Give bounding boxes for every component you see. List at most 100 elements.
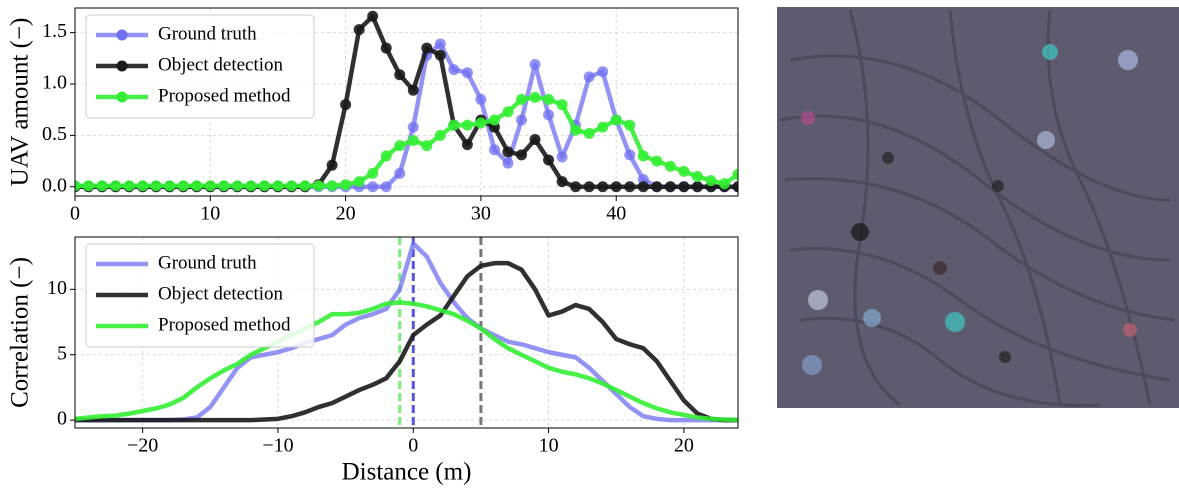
series-marker xyxy=(421,42,433,54)
y-tick-label: 5 xyxy=(57,342,67,364)
series-marker xyxy=(651,181,663,193)
series-marker xyxy=(285,180,297,192)
legend-box xyxy=(85,243,315,348)
drone xyxy=(992,180,1004,192)
series-marker xyxy=(583,71,595,83)
series-marker xyxy=(583,127,595,139)
legend-label: Object detection xyxy=(158,283,284,304)
series-marker xyxy=(380,181,392,193)
series-marker xyxy=(691,181,703,193)
y-tick-label: 1.5 xyxy=(42,20,67,42)
series-marker xyxy=(83,180,95,192)
series-marker xyxy=(543,154,555,166)
series-marker xyxy=(718,178,730,190)
x-tick-label: −20 xyxy=(127,435,158,457)
legend-label: Proposed method xyxy=(158,314,291,335)
series-marker xyxy=(407,84,419,96)
series-marker xyxy=(272,180,284,192)
legend-box xyxy=(85,14,315,119)
x-tick-label: 20 xyxy=(336,203,356,225)
series-marker xyxy=(380,42,392,54)
drone xyxy=(882,152,894,164)
x-tick-label: 20 xyxy=(674,435,694,457)
series-marker xyxy=(624,119,636,131)
series-line xyxy=(75,260,738,423)
series-marker xyxy=(434,38,446,50)
x-tick-label: −10 xyxy=(262,435,293,457)
series-marker xyxy=(367,167,379,179)
uav-photo xyxy=(777,7,1179,408)
x-tick-label: 30 xyxy=(471,203,491,225)
series-marker xyxy=(475,93,487,105)
series-marker xyxy=(204,180,216,192)
x-tick-label: 0 xyxy=(70,203,80,225)
y-tick-label: 0.5 xyxy=(42,123,67,145)
series-marker xyxy=(75,180,81,192)
series-marker xyxy=(461,67,473,79)
y-tick-label: 0.0 xyxy=(42,174,67,196)
series-marker xyxy=(529,59,541,71)
legend-label: Object detection xyxy=(158,54,284,75)
series-marker xyxy=(258,180,270,192)
drone xyxy=(1118,50,1138,70)
series-marker xyxy=(191,180,203,192)
drone xyxy=(851,223,869,241)
series-marker xyxy=(624,181,636,193)
drone xyxy=(801,111,815,125)
series-marker xyxy=(597,66,609,78)
series-marker xyxy=(394,140,406,152)
y-tick-label: 0 xyxy=(57,408,67,430)
series-marker xyxy=(245,180,257,192)
series-marker xyxy=(556,151,568,163)
series-marker xyxy=(516,93,528,105)
series-marker xyxy=(691,170,703,182)
photo-background xyxy=(777,7,1179,408)
series-marker xyxy=(502,106,514,118)
series-marker xyxy=(597,181,609,193)
legend-marker xyxy=(116,60,128,72)
series-marker xyxy=(421,140,433,152)
y-axis-label: Correlation (−) xyxy=(7,257,34,408)
y-axis-label: UAV amount (−) xyxy=(7,18,34,187)
y-tick-label: 10 xyxy=(47,277,67,299)
drone xyxy=(808,290,828,310)
legend-marker xyxy=(116,91,128,103)
series-marker xyxy=(407,135,419,147)
legend-label: Ground truth xyxy=(158,23,257,44)
plot-frame xyxy=(74,7,739,197)
drone xyxy=(863,309,881,327)
series-marker xyxy=(231,180,243,192)
y-tick-label: 1.0 xyxy=(42,72,67,94)
series-marker xyxy=(394,167,406,179)
series-marker xyxy=(488,144,500,156)
series-marker xyxy=(705,175,717,187)
legend-marker xyxy=(116,29,128,41)
series-marker xyxy=(678,165,690,177)
series-marker xyxy=(610,181,622,193)
series-marker xyxy=(461,119,473,131)
series-marker xyxy=(123,180,135,192)
series-marker xyxy=(326,159,338,171)
legend-label: Ground truth xyxy=(158,252,257,273)
series-marker xyxy=(556,99,568,111)
series-marker xyxy=(448,64,460,76)
series-marker xyxy=(583,181,595,193)
series-marker xyxy=(299,180,311,192)
drone xyxy=(999,351,1011,363)
series-marker xyxy=(150,180,162,192)
drone xyxy=(802,355,822,375)
series-marker xyxy=(340,179,352,191)
series-marker xyxy=(475,117,487,129)
series-marker xyxy=(543,109,555,121)
series-marker xyxy=(326,180,338,192)
series-marker xyxy=(516,149,528,161)
series-marker xyxy=(177,180,189,192)
series-marker xyxy=(218,180,230,192)
series-marker xyxy=(529,133,541,145)
series-marker xyxy=(732,168,738,180)
series-marker xyxy=(407,121,419,133)
series-marker xyxy=(340,99,352,111)
series-marker xyxy=(137,180,149,192)
series-marker xyxy=(516,114,528,126)
